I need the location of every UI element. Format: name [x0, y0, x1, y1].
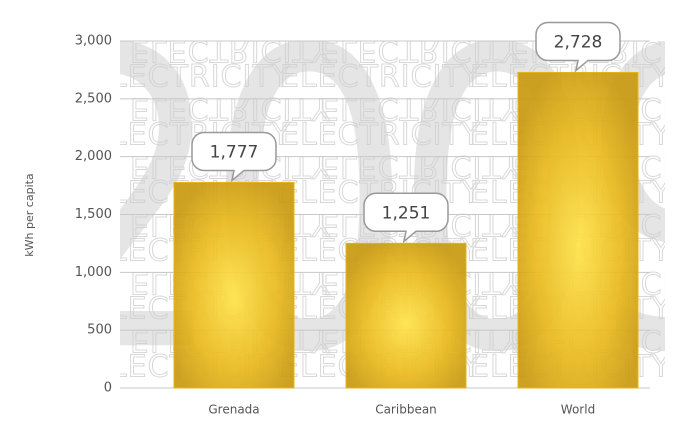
bar	[345, 242, 467, 389]
watermark-text: ELECTRICITY	[320, 149, 521, 184]
bar	[517, 71, 639, 389]
watermark-text: ELECTRICITY	[130, 91, 331, 126]
value-label: 2,728	[554, 32, 603, 52]
bars: Grenada 1,777 Caribbean 1,251 World 2,728	[173, 21, 639, 417]
callout	[535, 21, 621, 73]
value-label: 1,777	[210, 142, 259, 162]
watermark-text: ELECTRICITY	[90, 60, 291, 95]
y-axis-label: kWh per capita	[23, 173, 36, 256]
x-tick-label: World	[561, 403, 595, 417]
y-tick-label: 1,000	[75, 265, 112, 280]
watermark-text: ELECTRICITY	[320, 91, 521, 126]
y-tick-label: 500	[87, 323, 112, 338]
watermark-text: ELECTRICITY	[130, 33, 331, 68]
y-tick-label: 2,500	[75, 91, 112, 106]
bar	[173, 181, 295, 389]
callout	[191, 131, 277, 183]
y-tick-label: 0	[104, 381, 112, 396]
watermark-text: ELECTRICITY	[320, 33, 521, 68]
y-tick-label: 2,000	[75, 149, 112, 164]
watermark-text: ELECTRICITY	[280, 60, 481, 95]
value-label: 1,251	[382, 203, 431, 223]
callout	[363, 192, 449, 244]
y-tick-label: 1,500	[75, 207, 112, 222]
y-tick-label: 3,000	[75, 34, 112, 49]
x-tick-label: Caribbean	[375, 403, 437, 417]
x-tick-label: Grenada	[208, 403, 259, 417]
watermark-text: ELECTRICITY	[280, 118, 481, 153]
